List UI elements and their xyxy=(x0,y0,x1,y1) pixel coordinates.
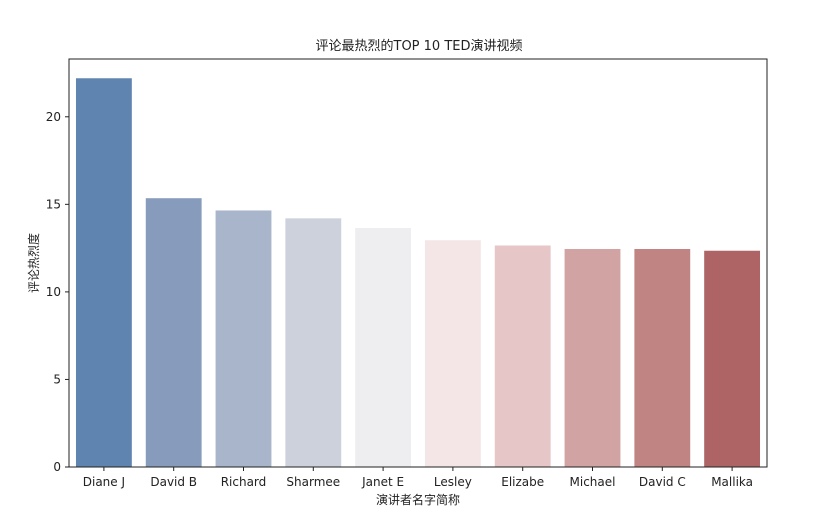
bars-group xyxy=(75,78,761,467)
x-axis: Diane J David B Richard Sharmee Janet E Lesle… xyxy=(83,467,753,489)
y-tick-label: 20 xyxy=(46,110,61,124)
bar-janet-e xyxy=(355,227,412,467)
x-tick-label: David C xyxy=(639,475,686,489)
y-tick-label: 15 xyxy=(46,197,61,211)
x-tick-label: Mallika xyxy=(711,475,753,489)
bar-richard xyxy=(215,210,272,467)
x-tick-label: Lesley xyxy=(434,475,472,489)
x-tick-label: Janet E xyxy=(361,475,404,489)
bar-lesley xyxy=(424,240,481,467)
x-tick-label: Sharmee xyxy=(286,475,340,489)
x-axis-label: 演讲者名字简称 xyxy=(376,492,460,507)
x-tick-label: Diane J xyxy=(83,475,125,489)
bar-sharmee xyxy=(285,218,342,467)
x-tick-label: Richard xyxy=(221,475,267,489)
y-tick-label: 10 xyxy=(46,285,61,299)
x-tick-label: David B xyxy=(150,475,197,489)
bar-michael xyxy=(564,248,621,467)
x-tick-label: Elizabe xyxy=(501,475,544,489)
y-tick-label: 0 xyxy=(53,460,61,474)
y-axis-label: 评论热烈度 xyxy=(26,233,41,293)
chart-title: 评论最热烈的TOP 10 TED演讲视频 xyxy=(316,38,523,54)
bar-david-c xyxy=(634,248,691,467)
bar-diane-j xyxy=(75,78,132,467)
plot-frame xyxy=(68,58,768,468)
y-tick-label: 5 xyxy=(53,372,61,386)
bar-mallika xyxy=(704,250,761,467)
bar-elizabe xyxy=(494,245,551,467)
y-axis: 0 5 10 15 20 xyxy=(46,110,69,474)
x-tick-label: Michael xyxy=(570,475,616,489)
bar-david-b xyxy=(145,198,202,467)
